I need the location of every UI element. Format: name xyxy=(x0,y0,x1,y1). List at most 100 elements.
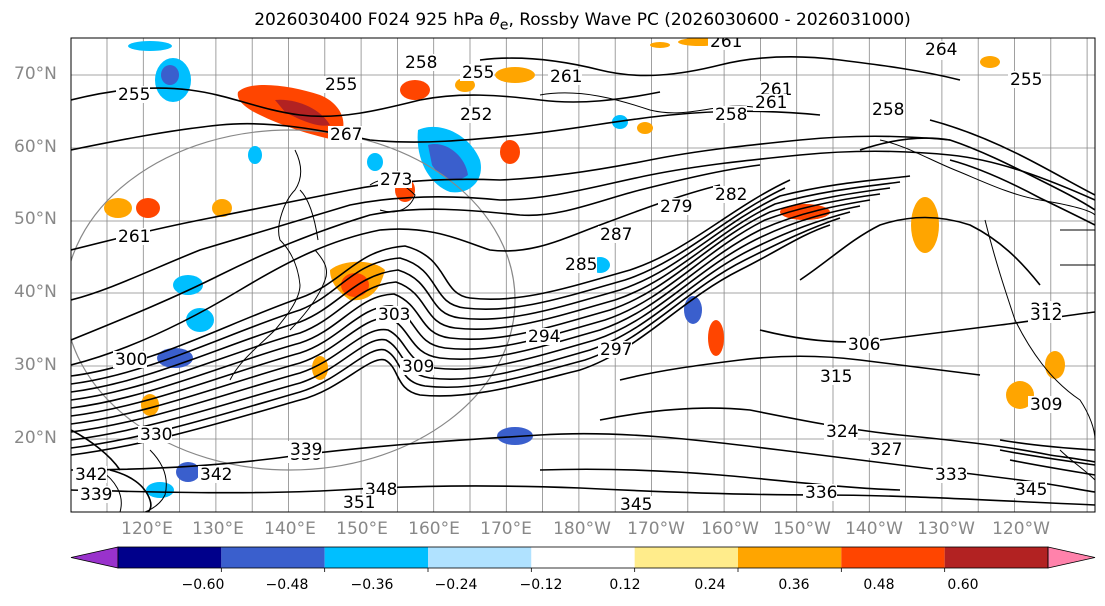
contour-label-bg xyxy=(78,486,112,503)
contour-label: 330 xyxy=(138,425,172,445)
contour-label-text: 330 xyxy=(140,425,172,445)
contour-label: 336 xyxy=(803,483,837,503)
anomaly-negative xyxy=(146,482,174,498)
lon-label: 150°W xyxy=(773,519,831,539)
colorbar-tick-label: 0.24 xyxy=(694,577,726,593)
contour-label-text: 273 xyxy=(380,170,412,190)
colorbar-tick-label: −0.48 xyxy=(265,577,309,593)
lat-label: 60°N xyxy=(14,137,57,157)
contour-line xyxy=(999,449,1095,466)
contour-label-bg xyxy=(460,64,494,81)
colorbar xyxy=(70,546,1096,572)
contour-label-text: 309 xyxy=(1030,395,1062,415)
contour-label-text: 309 xyxy=(402,357,434,377)
colorbar-tick-label: 0.48 xyxy=(863,577,895,593)
contour-label-bg xyxy=(400,358,434,375)
sakhalin-coast xyxy=(299,189,319,241)
contour-line xyxy=(599,407,1095,463)
map-title: 2026030400 F024 925 hPa θe, Rossby Wave … xyxy=(254,10,911,34)
north-america-west-coast xyxy=(984,219,1095,441)
contour-line xyxy=(71,87,661,118)
contour-label-text: 267 xyxy=(330,125,362,145)
contour-line xyxy=(949,159,1095,226)
contour-line xyxy=(929,119,1095,196)
colorbar-tick-label: 0.36 xyxy=(778,577,810,593)
contour-line xyxy=(71,150,1095,301)
contour-label-bg xyxy=(341,494,375,511)
lon-label: 160°W xyxy=(701,519,759,539)
contour-label-bg xyxy=(1028,306,1062,323)
anomaly-positive-extreme xyxy=(275,99,330,126)
contour-label-text: 312 xyxy=(1030,305,1062,325)
contour-label: 315 xyxy=(818,367,852,387)
contour-label-bg xyxy=(758,81,792,98)
asia-coast xyxy=(229,149,302,381)
contour-label: 333 xyxy=(933,465,967,485)
colorbar-segment xyxy=(944,547,1048,568)
contour-line xyxy=(799,216,1041,286)
contour-label-bg xyxy=(870,101,904,118)
lon-label: 130°W xyxy=(917,519,975,539)
contour-label-bg xyxy=(658,198,692,215)
map-background xyxy=(71,38,1095,512)
contour-label: 303 xyxy=(376,305,410,325)
contour-line xyxy=(999,439,1095,451)
lon-label: 130°E xyxy=(192,519,244,539)
contour-label-bg xyxy=(846,336,880,353)
contour-label-text: 333 xyxy=(935,465,967,485)
colorbar-tick-label: −0.36 xyxy=(350,577,394,593)
contour-label-bg xyxy=(363,481,397,498)
lon-label: 140°E xyxy=(264,519,316,539)
anomaly-positive xyxy=(1006,381,1034,409)
contour-label-text: 261 xyxy=(118,227,150,247)
contour-label-bg xyxy=(378,171,412,188)
colorbar-tick-label: −0.12 xyxy=(519,577,563,593)
contour-label-text: 342 xyxy=(200,465,232,485)
contour-label: 261 xyxy=(753,93,787,113)
contour-label-text: 303 xyxy=(378,305,410,325)
contour-label-text: 261 xyxy=(755,93,787,113)
contour-label-bg xyxy=(288,441,322,458)
mexico-coast xyxy=(1059,449,1095,481)
lon-label: 180°W xyxy=(553,519,611,539)
lat-label: 40°N xyxy=(14,282,57,302)
contour-label-text: 258 xyxy=(872,100,904,120)
contour-label: 261 xyxy=(708,32,742,52)
contour-label-text: 279 xyxy=(660,197,692,217)
colorbar-segment xyxy=(118,547,222,568)
contour-line xyxy=(71,199,871,425)
contour-label-text: 282 xyxy=(715,185,747,205)
lon-label: 120°W xyxy=(992,519,1050,539)
contour-label: 342 xyxy=(198,465,232,485)
contour-label: 258 xyxy=(403,53,437,73)
contour-label-bg xyxy=(563,256,597,273)
contour-label-text: 324 xyxy=(826,422,858,442)
anomaly-negative xyxy=(367,153,383,171)
contour-label: 279 xyxy=(658,197,692,217)
contour-label-text: 285 xyxy=(565,255,597,275)
contour-line xyxy=(1009,459,1095,476)
contour-line xyxy=(71,217,841,449)
contour-label: 300 xyxy=(113,350,147,370)
contour-label-text: 261 xyxy=(710,32,742,52)
contour-line xyxy=(71,181,901,401)
contour-line xyxy=(539,468,901,491)
contour-label-bg xyxy=(116,228,150,245)
anomaly-positive xyxy=(1045,351,1065,379)
contour-label-text: 327 xyxy=(870,440,902,460)
colorbar-segment xyxy=(738,547,842,568)
map-frame xyxy=(70,37,1096,513)
lat-label: 30°N xyxy=(14,355,57,375)
contour-label-bg xyxy=(376,306,410,323)
contour-label-text: 351 xyxy=(343,493,375,513)
contour-label-text: 252 xyxy=(460,105,492,125)
contour-line xyxy=(479,55,961,81)
contour-label-bg xyxy=(323,76,357,93)
contour-line xyxy=(71,187,891,409)
contour-label: 327 xyxy=(868,440,902,460)
contour-label-text: 258 xyxy=(715,105,747,125)
colorbar-segment xyxy=(634,547,738,568)
contour-label-bg xyxy=(328,126,362,143)
contour-label-bg xyxy=(548,68,582,85)
contour-label-text: 255 xyxy=(1010,70,1042,90)
